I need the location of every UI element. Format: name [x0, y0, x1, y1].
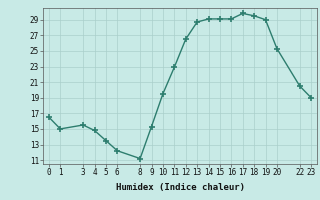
X-axis label: Humidex (Indice chaleur): Humidex (Indice chaleur) — [116, 183, 244, 192]
